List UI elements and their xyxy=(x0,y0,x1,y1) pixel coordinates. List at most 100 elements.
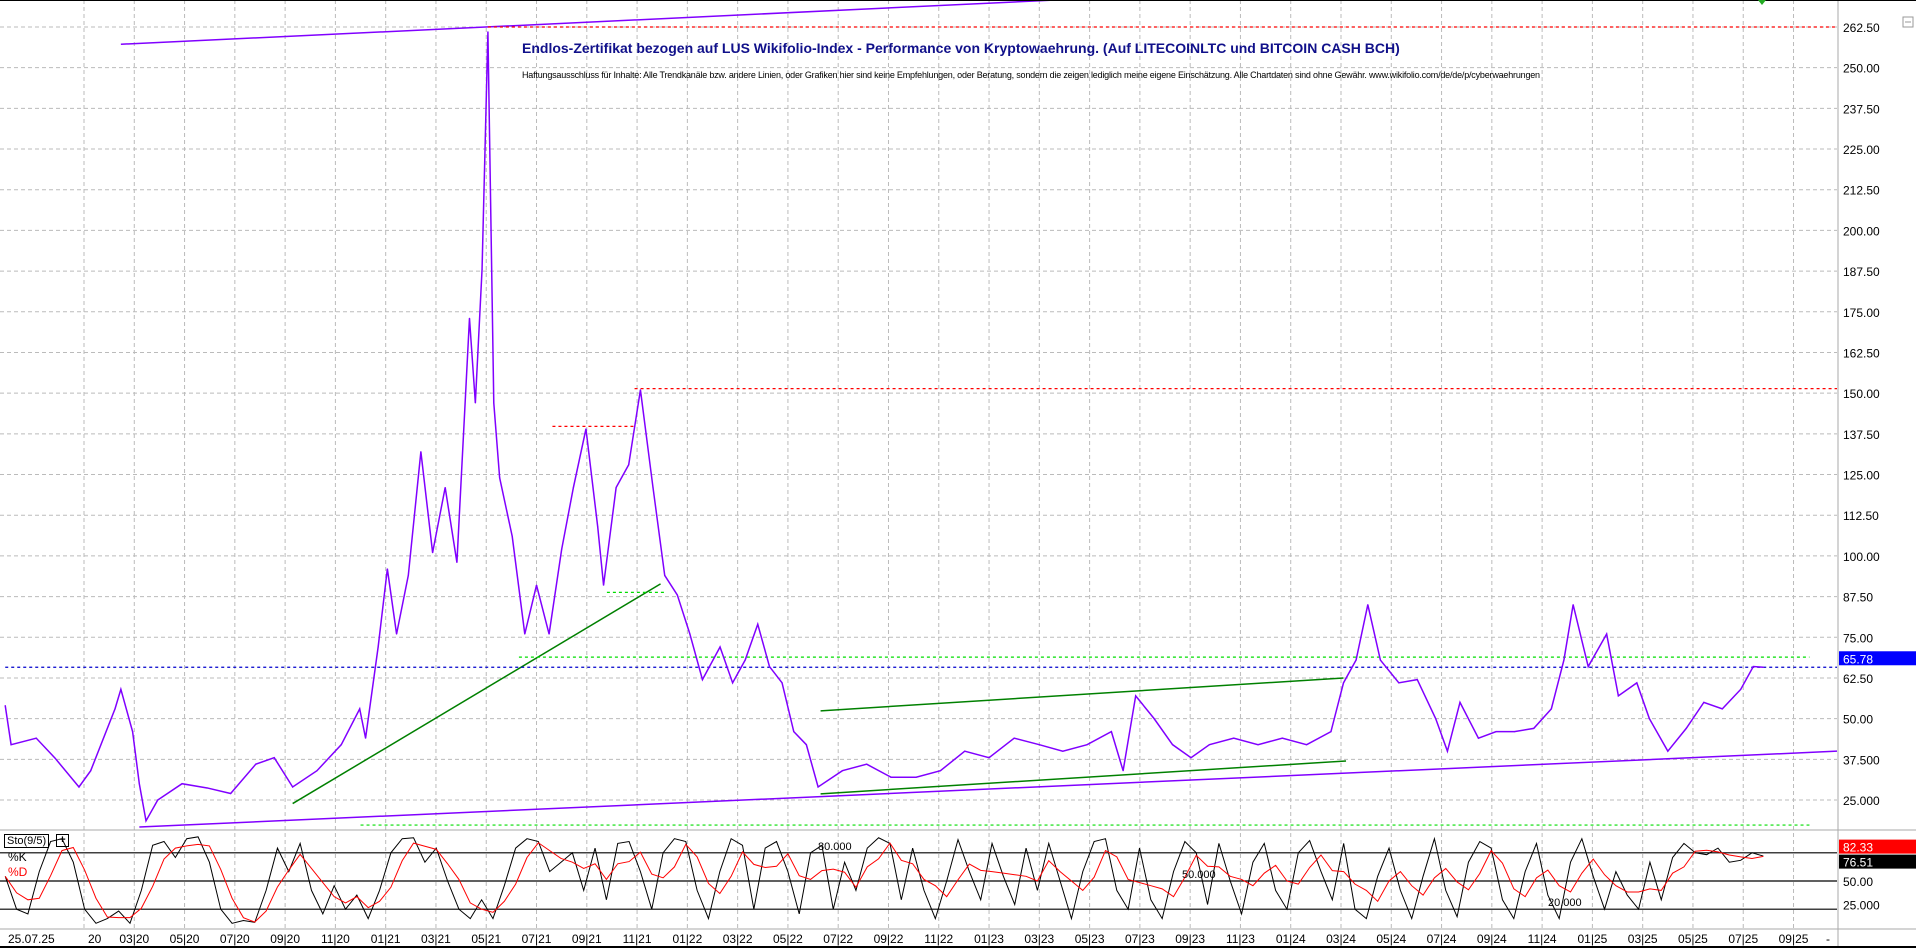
price-point xyxy=(1685,727,1687,729)
level-50-label: 50.000 xyxy=(1182,869,1216,881)
price-point xyxy=(732,682,734,684)
price-point xyxy=(1435,718,1437,720)
x-tick-label: 11|20 xyxy=(321,932,350,946)
trendline xyxy=(820,677,1344,712)
stochastic-label[interactable]: Sto(9/5) xyxy=(4,834,50,848)
d-legend: %D xyxy=(8,865,28,879)
x-tick-label: 20 xyxy=(88,932,102,946)
trendline xyxy=(139,750,1838,828)
y-tick-label: 25.000 xyxy=(1843,794,1880,808)
axis-end-label: - xyxy=(1826,932,1830,946)
price-point xyxy=(1762,666,1764,668)
price-point xyxy=(1740,688,1742,690)
x-tick-label: 01|21 xyxy=(371,932,401,946)
price-point xyxy=(255,763,257,765)
price-point xyxy=(499,477,501,479)
x-tick-label: 07|21 xyxy=(522,932,552,946)
price-point xyxy=(364,737,367,739)
price-point xyxy=(639,389,642,391)
price-point xyxy=(1257,744,1259,746)
x-tick-label: 01|23 xyxy=(974,932,1004,946)
price-point xyxy=(1416,678,1418,681)
price-point xyxy=(138,783,140,785)
chart-disclaimer: Haftungsausschluss für Inhalte: Alle Tre… xyxy=(522,70,1540,80)
price-point xyxy=(535,584,538,586)
price-point xyxy=(793,731,795,733)
y-tick-label: 125.00 xyxy=(1843,469,1880,483)
x-tick-label: 03|25 xyxy=(1628,932,1658,946)
price-point xyxy=(316,770,318,772)
d-last-badge xyxy=(1839,839,1916,854)
price-point xyxy=(585,428,587,430)
y-tick-label: 62.50 xyxy=(1843,672,1873,686)
price-point xyxy=(4,705,6,707)
price-point xyxy=(90,770,92,772)
price-point xyxy=(939,770,942,772)
plus-icon[interactable]: + xyxy=(56,834,69,847)
x-tick-label: 11|21 xyxy=(623,932,652,946)
last-price-label: 65.78 xyxy=(1843,652,1873,666)
price-point xyxy=(524,633,526,635)
price-point xyxy=(511,535,513,537)
price-point xyxy=(386,568,388,570)
x-tick-label: 11|24 xyxy=(1528,932,1557,946)
trendline xyxy=(820,760,1347,795)
price-line xyxy=(4,31,1764,824)
d-last-label: 82.33 xyxy=(1843,841,1873,855)
y-tick-label: 37.500 xyxy=(1843,753,1880,767)
price-point xyxy=(481,268,483,271)
price-point xyxy=(628,464,630,466)
price-point xyxy=(181,783,183,785)
price-point xyxy=(395,633,398,635)
price-point xyxy=(54,757,56,759)
price-point xyxy=(1355,659,1357,661)
x-tick-label: 07|22 xyxy=(823,932,853,946)
price-point xyxy=(420,451,422,453)
k-line xyxy=(4,836,1764,925)
price-point xyxy=(1208,744,1211,746)
level-20-label: 20.000 xyxy=(1548,897,1582,909)
price-point xyxy=(1563,659,1565,661)
price-point xyxy=(206,787,208,789)
price-point xyxy=(1398,682,1400,684)
price-point xyxy=(1446,750,1449,752)
x-tick-label: 01|25 xyxy=(1577,932,1607,946)
price-point xyxy=(1587,665,1589,668)
y-tick-label: 262.50 xyxy=(1843,21,1880,35)
price-point xyxy=(1086,744,1088,746)
price-point xyxy=(145,820,147,822)
price-point xyxy=(359,708,361,710)
price-point xyxy=(1038,744,1040,746)
k-legend: %K xyxy=(8,850,27,864)
x-tick-label: 03|22 xyxy=(723,932,753,946)
x-tick-label: 03|21 xyxy=(421,932,451,946)
price-point xyxy=(1648,718,1650,720)
price-point xyxy=(602,584,605,586)
price-point xyxy=(890,776,892,778)
price-point xyxy=(1122,770,1124,772)
x-tick-label: 09|24 xyxy=(1477,932,1507,946)
price-point xyxy=(1171,744,1174,746)
price-point xyxy=(493,402,495,404)
price-point xyxy=(805,744,807,746)
x-tick-label: 05|21 xyxy=(471,932,501,946)
y-tick-label: 87.50 xyxy=(1843,591,1873,605)
x-tick-label: 09|25 xyxy=(1779,932,1809,946)
y-tick-label: 250.00 xyxy=(1843,62,1880,76)
x-tick-label: 03|23 xyxy=(1024,932,1054,946)
price-point xyxy=(1379,659,1381,661)
price-point xyxy=(676,594,678,596)
x-tick-label: 01|24 xyxy=(1276,932,1306,946)
price-point xyxy=(719,646,721,648)
price-point xyxy=(35,737,37,739)
x-tick-label: 03|20 xyxy=(119,932,149,946)
y-tick-label: 150.00 xyxy=(1843,387,1880,401)
price-point xyxy=(548,633,550,635)
price-point xyxy=(1617,695,1619,697)
price-point xyxy=(340,744,342,746)
price-point xyxy=(1495,731,1497,733)
last-price-badge xyxy=(1839,651,1916,666)
price-point xyxy=(1330,731,1332,733)
price-point xyxy=(1062,750,1064,752)
